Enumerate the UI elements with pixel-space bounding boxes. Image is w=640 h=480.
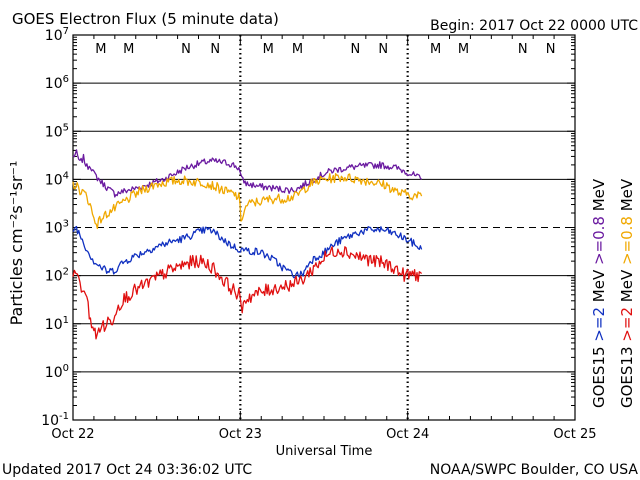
mn-marker: M [123, 42, 134, 57]
y-tick-label: 107 [45, 26, 69, 44]
y-tick-label: 105 [45, 122, 69, 140]
y-tick-label: 106 [45, 74, 69, 92]
begin-time: Begin: 2017 Oct 22 0000 UTC [430, 18, 638, 34]
series-line [72, 225, 423, 279]
mn-marker: N [546, 42, 556, 57]
legend-entry: GOES13 >=2 MeV >=0.8 MeV [618, 178, 636, 408]
y-tick-label: 10-1 [41, 411, 69, 429]
y-tick-label: 100 [45, 363, 69, 381]
y-tick-label: 104 [45, 170, 69, 188]
mn-marker: N [181, 42, 191, 57]
mn-marker: M [263, 42, 274, 57]
series-line [72, 149, 423, 198]
x-tick-label: Oct 25 [553, 427, 596, 442]
mn-marker: N [518, 42, 528, 57]
mn-marker: M [292, 42, 303, 57]
mn-marker: N [210, 42, 220, 57]
x-axis-label: Universal Time [276, 444, 373, 459]
legend-text: GOES13 >=2 MeV >=0.8 MeV [618, 178, 636, 408]
y-tick-label: 103 [45, 219, 69, 237]
data-source: NOAA/SWPC Boulder, CO USA [430, 462, 639, 478]
legend-entry: GOES15 >=2 MeV >=0.8 MeV [590, 178, 608, 408]
legend: GOES13 >=2 MeV >=0.8 MeV GOES15 >=2 MeV >… [590, 178, 636, 408]
mn-marker: N [378, 42, 388, 57]
series-line [72, 246, 423, 340]
chart-title: GOES Electron Flux (5 minute data) [12, 10, 279, 28]
x-tick-label: Oct 23 [219, 427, 262, 442]
y-tick-label: 101 [45, 315, 69, 333]
legend-text: GOES15 >=2 MeV >=0.8 MeV [590, 178, 608, 408]
x-tick-label: Oct 22 [51, 427, 94, 442]
mn-marker: N [351, 42, 361, 57]
mn-marker: M [430, 42, 441, 57]
updated-timestamp: Updated 2017 Oct 24 03:36:02 UTC [2, 462, 252, 478]
x-tick-label: Oct 24 [386, 427, 429, 442]
y-axis-label: Particles cm⁻²s⁻¹sr⁻¹ [7, 161, 26, 326]
series-line [72, 172, 423, 230]
mn-marker: M [95, 42, 106, 57]
y-tick-label: 102 [45, 267, 69, 285]
mn-marker: M [458, 42, 469, 57]
